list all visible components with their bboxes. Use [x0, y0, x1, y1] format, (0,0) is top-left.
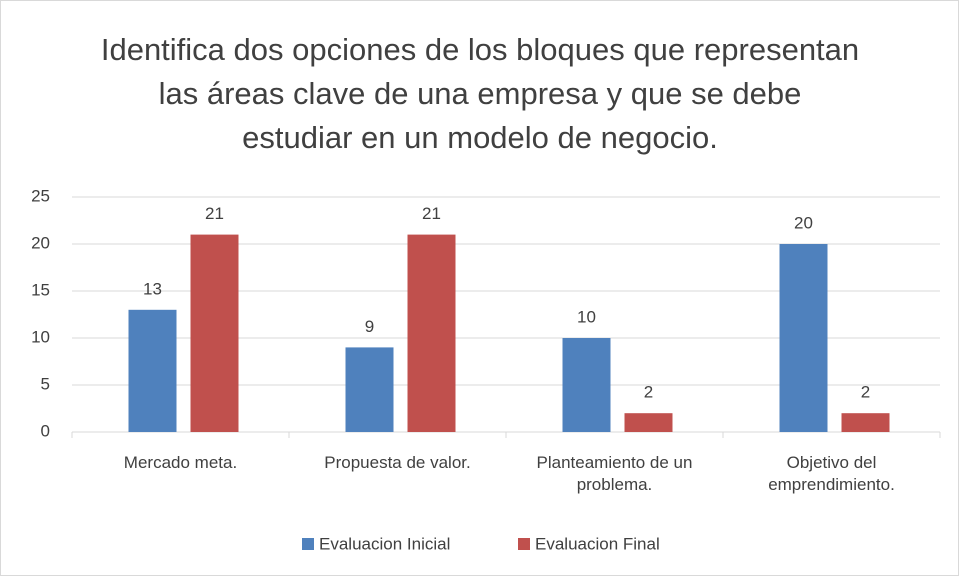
data-label: 20	[794, 213, 813, 232]
y-tick-label: 10	[31, 327, 50, 346]
data-label: 21	[422, 204, 441, 223]
y-tick-label: 20	[31, 233, 50, 252]
data-label: 21	[205, 204, 224, 223]
data-label: 9	[365, 317, 374, 336]
data-label: 10	[577, 307, 596, 326]
y-tick-label: 25	[31, 186, 50, 205]
bar	[407, 234, 456, 432]
legend-swatch	[518, 538, 530, 550]
bar	[841, 413, 890, 432]
y-tick-label: 15	[31, 280, 50, 299]
x-tick-label: Mercado meta.	[123, 453, 238, 472]
y-tick-label: 0	[41, 421, 50, 440]
bar	[345, 347, 394, 432]
x-tick-label: Objetivo del emprendimiento.	[768, 453, 895, 494]
legend-swatch	[302, 538, 314, 550]
data-label: 13	[143, 279, 162, 298]
bar	[779, 244, 828, 432]
y-tick-label: 5	[41, 374, 50, 393]
data-label: 2	[861, 383, 870, 402]
x-tick-label: Propuesta de valor.	[324, 453, 471, 472]
bar	[624, 413, 673, 432]
chart-title: Identifica dos opciones de los bloques q…	[100, 32, 860, 155]
bar	[128, 309, 177, 432]
x-tick-label: Planteamiento de un problema.	[536, 453, 693, 494]
data-label: 2	[644, 383, 653, 402]
bar	[190, 234, 239, 432]
legend-label: Evaluacion Final	[535, 534, 660, 553]
bar	[562, 338, 611, 432]
legend-label: Evaluacion Inicial	[319, 534, 450, 553]
